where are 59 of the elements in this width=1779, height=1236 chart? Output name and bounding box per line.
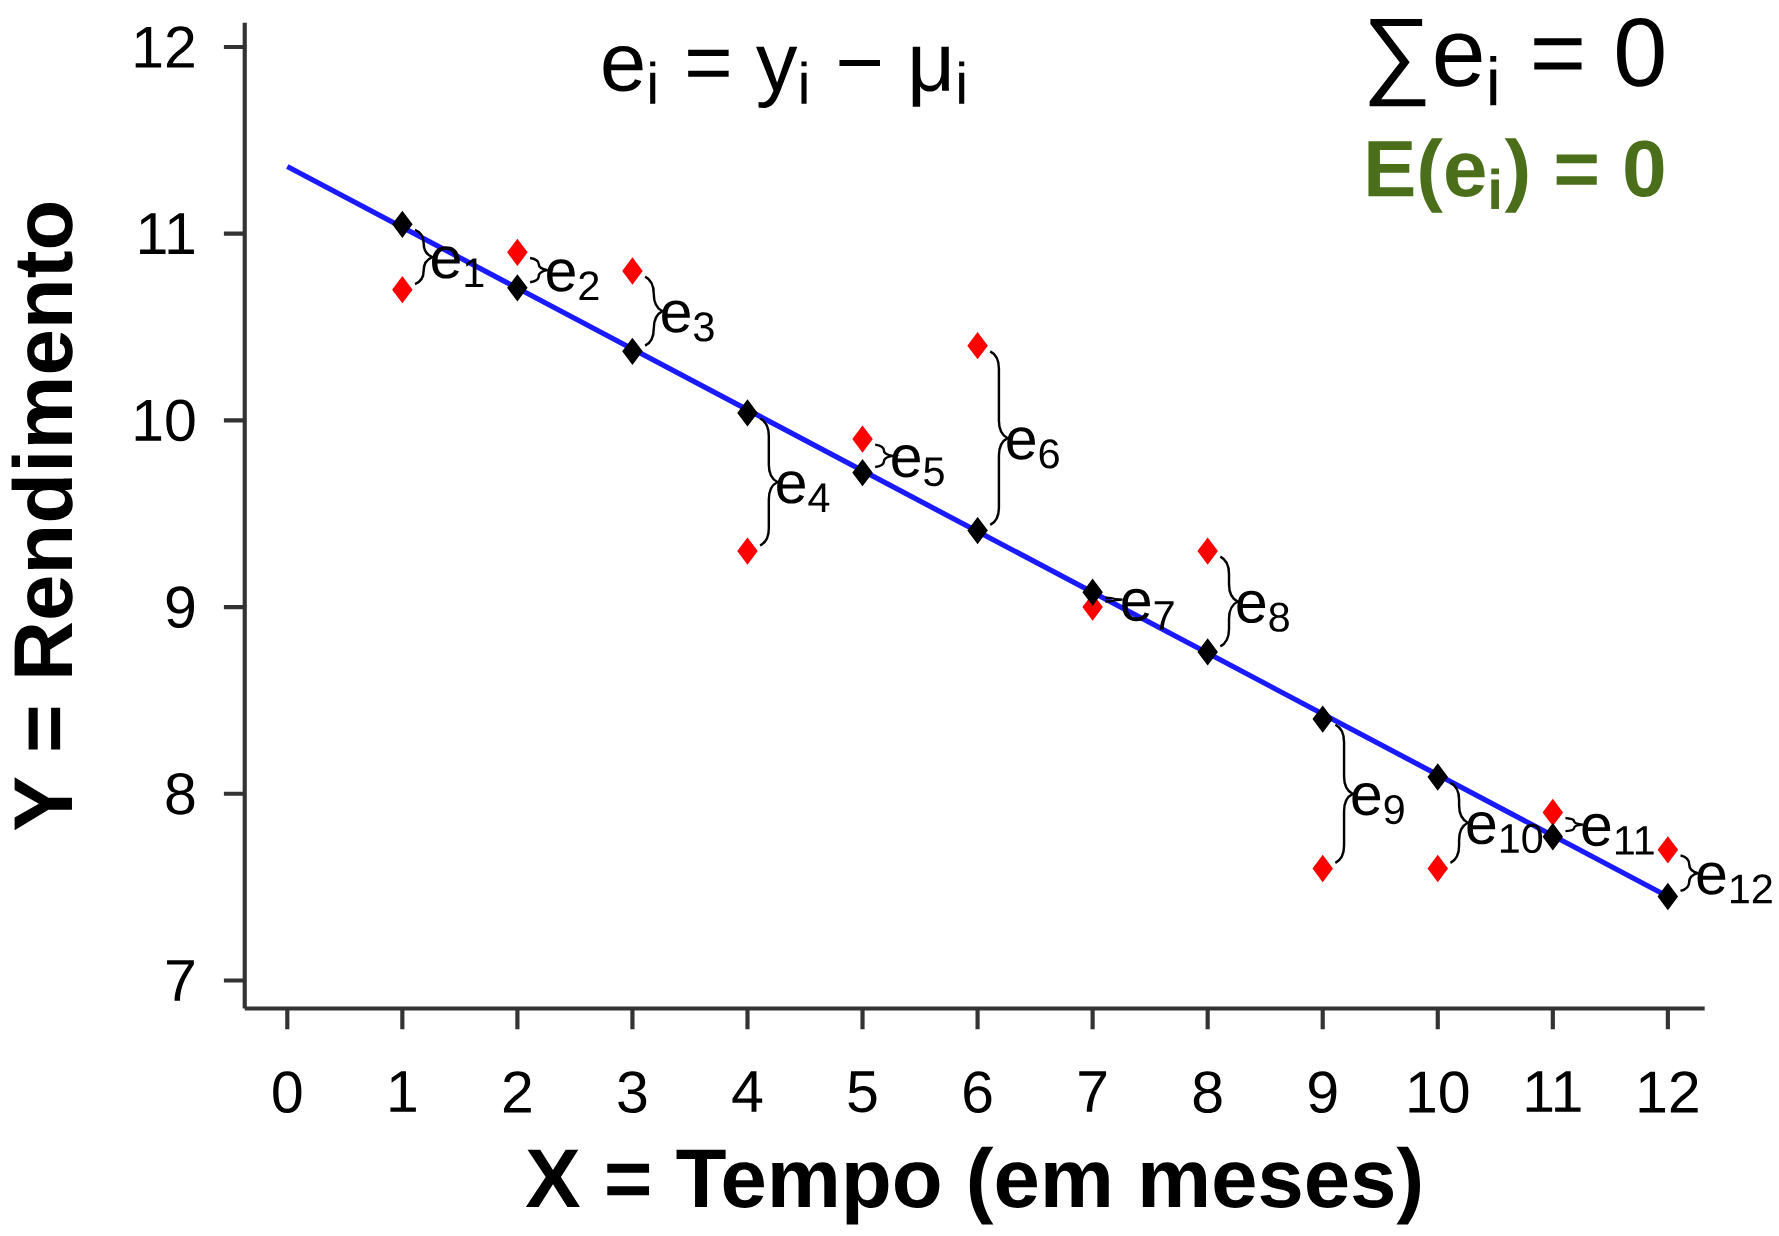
x-tick-label: 4 bbox=[732, 1071, 763, 1112]
x-tick-label: 6 bbox=[964, 1071, 992, 1114]
point bbox=[622, 338, 643, 365]
point bbox=[507, 274, 528, 302]
point bbox=[1542, 823, 1563, 850]
x-tick-label: 10 bbox=[1409, 1071, 1469, 1114]
point bbox=[1197, 638, 1218, 666]
point bbox=[392, 211, 413, 238]
x-tick-label: 8 bbox=[1193, 1071, 1222, 1114]
annotation: e$_{6}$ bbox=[1007, 427, 1059, 469]
point bbox=[852, 459, 873, 486]
x-tick-label: 9 bbox=[1309, 1071, 1337, 1114]
point bbox=[967, 332, 988, 359]
annotation: e$_{2}$ bbox=[547, 259, 599, 301]
annotation: e$_{1}$ bbox=[432, 246, 484, 288]
point bbox=[967, 517, 988, 544]
point bbox=[1197, 537, 1218, 565]
annotation: e$_{3}$ bbox=[662, 300, 714, 342]
x-tick-label: 11 bbox=[1526, 1071, 1581, 1112]
annotation: e$_{7}$ bbox=[1122, 588, 1174, 630]
point bbox=[1427, 763, 1448, 791]
x-tick-label: 7 bbox=[1079, 1071, 1107, 1112]
point bbox=[737, 399, 758, 427]
y-tick-label: 7 bbox=[167, 960, 194, 1001]
point bbox=[1427, 855, 1448, 882]
point bbox=[852, 425, 873, 453]
x-tick-label: 5 bbox=[848, 1071, 877, 1113]
x-tick-label: 0 bbox=[273, 1071, 302, 1114]
x-tick-label: 2 bbox=[503, 1071, 531, 1113]
point bbox=[1082, 578, 1103, 606]
x-tick-label: 12 bbox=[1639, 1071, 1698, 1113]
annotation: e$_{12}$ bbox=[1697, 862, 1772, 904]
point bbox=[1312, 705, 1333, 733]
annotation: e$_{i}$ = y$_{i}$ − μ$_{i}$ bbox=[603, 45, 965, 109]
y-axis-title: Y = Rendimento bbox=[11, 202, 73, 831]
annotation: e$_{8}$ bbox=[1237, 590, 1289, 632]
annotation: ∑e$_{i}$ = 0 bbox=[1369, 17, 1664, 107]
point bbox=[1657, 836, 1678, 864]
y-tick-label: 9 bbox=[166, 586, 195, 629]
y-tick-label: 10 bbox=[135, 399, 195, 442]
annotation: E(e$_{i}$) = 0 bbox=[1368, 138, 1664, 213]
x-tick-label: 3 bbox=[618, 1071, 647, 1114]
annotation: e$_{4}$ bbox=[777, 471, 830, 512]
annotation: e$_{11}$ bbox=[1582, 813, 1654, 855]
x-tick-label: 1 bbox=[390, 1071, 416, 1112]
point bbox=[1542, 799, 1563, 826]
point bbox=[622, 257, 643, 285]
point bbox=[737, 537, 758, 565]
point bbox=[507, 239, 528, 266]
annotation: e$_{5}$ bbox=[892, 445, 944, 487]
y-tick-label: 12 bbox=[135, 26, 194, 68]
annotation: e$_{10}$ bbox=[1467, 812, 1543, 854]
point bbox=[1312, 855, 1333, 882]
point bbox=[392, 276, 413, 303]
annotation: e$_{9}$ bbox=[1352, 783, 1404, 825]
y-tick-label: 11 bbox=[140, 213, 194, 254]
point bbox=[1657, 883, 1678, 910]
x-axis-title: X = Tempo (em meses) bbox=[525, 1146, 1420, 1225]
y-tick-label: 8 bbox=[166, 772, 195, 815]
